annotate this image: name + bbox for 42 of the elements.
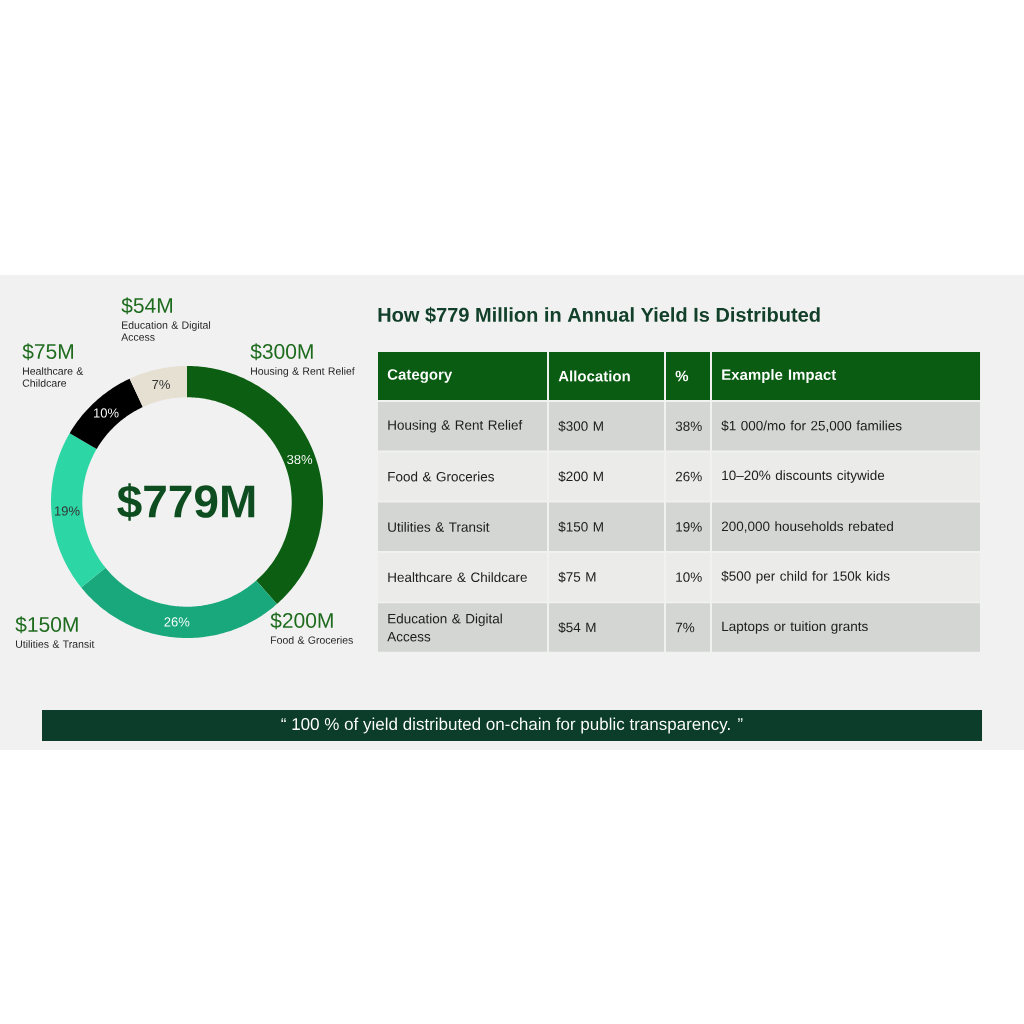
text: How $779 Million in Annual Yield Is Distributed [378, 306, 820, 324]
text: 19% [54, 506, 80, 516]
text: $300 M [558, 420, 603, 432]
text: $500 per child for 150k kids [721, 570, 890, 584]
text: Example Impact [722, 369, 837, 383]
text: Housing & Rent Relief [388, 419, 523, 433]
slice-label: Utilities & Transit [16, 640, 95, 648]
text: Education & Digital Access [387, 613, 502, 642]
slice-label: Education & Digital Access [121, 321, 211, 341]
text: 10–20% discounts citywide [722, 470, 885, 483]
data-label: $300M [250, 343, 313, 361]
text: $54 M [558, 622, 596, 633]
text: % [675, 370, 689, 382]
data-label: $150M [15, 616, 78, 634]
text: 10% [94, 408, 119, 418]
text: Utilities & Transit [388, 521, 490, 532]
text: 26% [675, 471, 702, 482]
text: Laptops or tuition grants [722, 621, 868, 634]
text: $75 M [558, 571, 596, 583]
slice-label: Healthcare & Childcare [22, 367, 84, 387]
text: Allocation [558, 370, 630, 382]
text: $200 M [558, 471, 603, 482]
text: 19% [676, 522, 702, 532]
text: 38% [287, 454, 313, 465]
data-label: $200M [270, 612, 333, 630]
text: $1 000/mo for 25,000 families [721, 420, 902, 433]
text: 26% [164, 617, 190, 627]
data-label: $75M [22, 343, 74, 361]
text: Category [387, 369, 453, 383]
text: 10% [676, 572, 702, 582]
slice-label: Housing & Rent Relief [251, 367, 355, 377]
data-label: $54M [121, 297, 173, 315]
text: “ 100 % of yield distributed on-chain for public transparency. ” [281, 717, 743, 734]
text: 200,000 households rebated [721, 521, 893, 533]
text: $779M [117, 483, 255, 521]
text: Healthcare & Childcare [388, 572, 527, 583]
text: 7% [152, 379, 170, 390]
text: $150 M [558, 521, 603, 533]
text: 38% [675, 421, 702, 431]
text: Food & Groceries [388, 471, 494, 482]
slice-label: Food & Groceries [271, 636, 353, 644]
text: 7% [675, 622, 695, 633]
